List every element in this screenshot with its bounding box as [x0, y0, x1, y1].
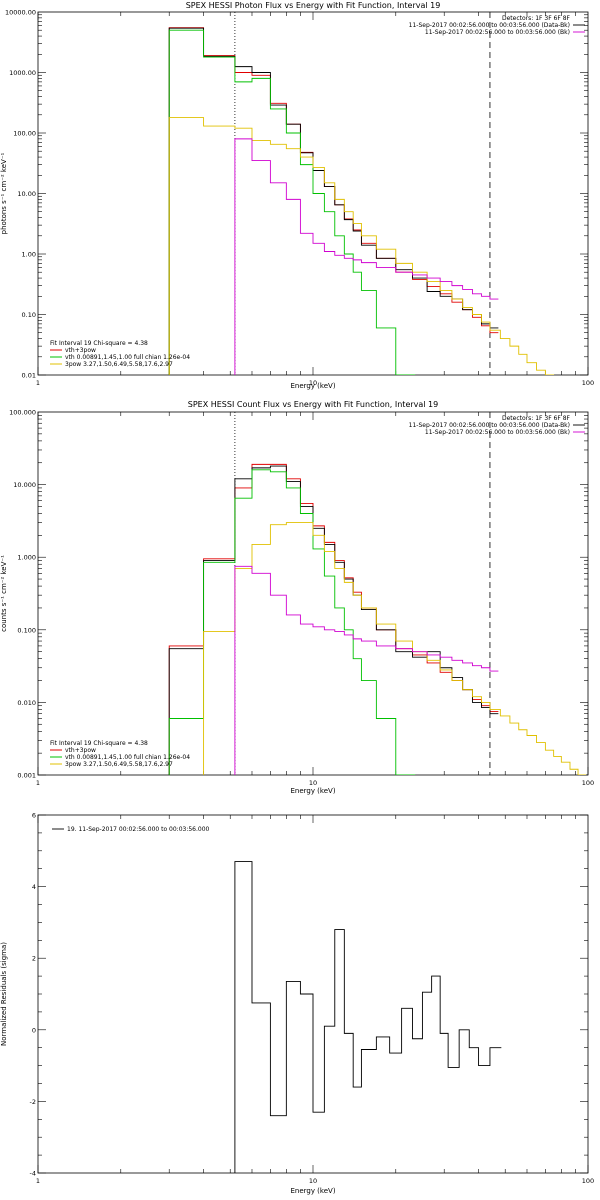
series-vth-3pow	[168, 463, 499, 775]
fit-chi-square-text: Fit Interval 19 Chi-square = 4.38	[50, 740, 148, 747]
chart-title: SPEX HESSI Photon Flux vs Energy with Fi…	[186, 1, 441, 10]
chart-panel-3: Energy (keV) Normalized Residuals (sigma)…	[0, 812, 594, 1196]
legend-entry: vth+3pow	[65, 347, 96, 354]
series-data-bk	[168, 465, 499, 775]
y-tick-label: 0.010	[17, 699, 36, 707]
series-3pow	[168, 522, 587, 775]
x-tick-label: 10	[309, 379, 317, 387]
fit-chi-square-text: Fit Interval 19 Chi-square = 4.38	[50, 340, 148, 347]
legend-entry: vth 0.00891,1.45,1.00 full chian 1.26e-0…	[65, 354, 190, 361]
x-tick-label: 10	[309, 1177, 317, 1185]
x-tick-label: 100	[582, 1177, 594, 1185]
x-tick-label: 1	[36, 779, 40, 787]
series-vth	[168, 29, 416, 375]
series-group	[168, 27, 555, 375]
y-tick-label: 1.00	[22, 251, 36, 259]
x-axis-label: Energy (keV)	[290, 1187, 335, 1195]
legend-entry: 19. 11-Sep-2017 00:02:56.000 to 00:03:56…	[67, 826, 210, 833]
info-line: 11-Sep-2017 00:02:56.000 to 00:03:56.000…	[425, 429, 570, 436]
plot-frame	[37, 411, 589, 776]
series-group	[168, 463, 587, 775]
y-tick-label: 1.000	[17, 554, 36, 562]
y-tick-label: 0.100	[17, 626, 36, 634]
x-tick-label: 100	[582, 779, 594, 787]
y-tick-label: 1000.00	[9, 69, 36, 77]
info-line: 11-Sep-2017 00:02:56.000 to 00:03:56.000…	[409, 422, 570, 429]
y-tick-label: -4	[30, 1170, 36, 1178]
y-tick-label: 10.00	[17, 190, 36, 198]
legend-entry: 3pow 3.27,1.50,6.49,5.58,17.6,2.97	[65, 761, 173, 768]
x-tick-label: 1	[36, 379, 40, 387]
info-line: 11-Sep-2017 00:02:56.000 to 00:03:56.000…	[409, 22, 570, 29]
y-tick-label: 4	[32, 883, 36, 891]
chart-title: SPEX HESSI Count Flux vs Energy with Fit…	[188, 400, 439, 409]
legend-entry: vth 0.00891,1.45,1.00 full chian 1.26e-0…	[65, 754, 190, 761]
y-tick-label: 100.000	[9, 409, 36, 417]
series-bk	[234, 138, 499, 375]
x-tick-label: 1	[36, 1177, 40, 1185]
chart-panel-1: SPEX HESSI Photon Flux vs Energy with Fi…	[0, 1, 594, 390]
series-vth	[168, 469, 416, 775]
legend-entry: vth+3pow	[65, 747, 96, 754]
series-19-11-sep-2017-00-02-56-000-to-00-03-56-000	[234, 861, 502, 1173]
x-tick-label: 10	[309, 779, 317, 787]
info-line: 11-Sep-2017 00:02:56.000 to 00:03:56.000…	[425, 29, 570, 36]
y-tick-label: 0.01	[22, 372, 36, 380]
y-axis-label: photons s⁻¹ cm⁻² keV⁻¹	[0, 152, 8, 234]
info-line: Detectors: 1F 3F 6F 8F	[502, 415, 571, 422]
legend-entry: 3pow 3.27,1.50,6.49,5.58,17.6,2.97	[65, 361, 173, 368]
y-tick-label: 0.10	[22, 311, 36, 319]
series-data-bk	[168, 27, 499, 375]
x-axis-label: Energy (keV)	[290, 382, 335, 390]
chart-panel-2: SPEX HESSI Count Flux vs Energy with Fit…	[0, 400, 594, 795]
y-tick-label: 6	[32, 812, 36, 820]
y-tick-label: 100.00	[13, 130, 36, 138]
info-line: Detectors: 1F 3F 6F 8F	[502, 15, 571, 22]
x-axis-label: Energy (keV)	[290, 787, 335, 795]
y-tick-label: 0.001	[17, 772, 36, 780]
y-tick-label: -2	[30, 1098, 36, 1106]
series-bk	[234, 565, 499, 775]
y-axis-label: counts s⁻¹ cm⁻² keV⁻¹	[0, 555, 8, 632]
y-tick-label: 0	[32, 1026, 36, 1034]
y-axis-label: Normalized Residuals (sigma)	[0, 942, 8, 1046]
series-vth-3pow	[168, 27, 499, 375]
x-tick-label: 100	[582, 379, 594, 387]
series-3pow	[168, 117, 555, 375]
y-tick-label: 10.000	[13, 481, 36, 489]
y-tick-label: 10000.00	[5, 9, 36, 17]
y-tick-label: 2	[32, 955, 36, 963]
series-group	[234, 861, 502, 1173]
